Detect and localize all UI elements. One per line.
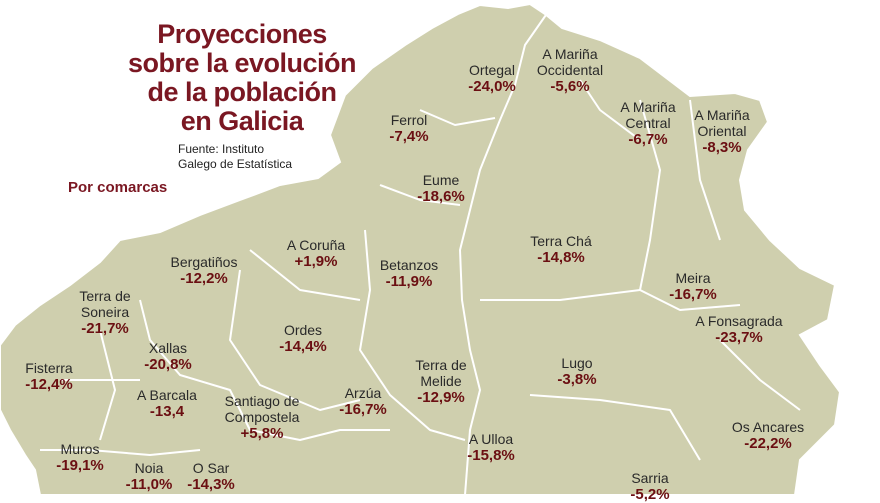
comarca-label: Ortegal -24,0% (468, 62, 516, 95)
comarca-value: -5,6% (550, 78, 590, 95)
comarca-name: Terra de (79, 288, 131, 304)
comarca-label: Sarria -5,2% (630, 470, 669, 503)
comarca-name: Betanzos (379, 257, 439, 273)
comarca-value: -11,9% (385, 273, 433, 290)
comarca-name: Sarria (631, 470, 669, 486)
title-line: sobre la evolución (127, 48, 357, 78)
comarca-label: Arzúa -16,7% (339, 385, 387, 418)
comarca-name: Ordes (283, 322, 323, 338)
comarca-name: Central (625, 115, 671, 131)
comarca-name: Santiago de (224, 393, 300, 409)
comarca-name: Terra Chá (530, 233, 592, 249)
comarca-label: Meira -16,7% (669, 270, 717, 303)
comarca-name: A Mariña (694, 107, 750, 123)
comarca-value: -18,6% (417, 188, 465, 205)
comarca-label: Terra Chá -14,8% (530, 233, 591, 266)
comarca-borders (40, 11, 801, 495)
comarca-name: A Fonsagrada (695, 313, 783, 329)
comarca-value: -21,7% (81, 320, 129, 337)
comarca-value: -20,8% (144, 356, 192, 373)
comarca-value: -16,7% (339, 401, 387, 418)
comarca-value: -6,7% (628, 131, 668, 148)
comarca-label: Muros -19,1% (56, 441, 104, 474)
comarca-label: A Ulloa -15,8% (467, 431, 515, 464)
source-note: Fuente: Instituto Galego de Estatística (178, 142, 292, 172)
comarca-label: A Barcala -13,4 (137, 387, 197, 420)
comarca-value: -8,3% (702, 139, 742, 156)
comarca-label: Ordes -14,4% (279, 322, 327, 355)
comarca-name: A Coruña (286, 237, 346, 253)
comarca-value: -14,4% (279, 338, 327, 355)
comarca-name: Fisterra (25, 360, 73, 376)
comarca-name: A Mariña (620, 99, 676, 115)
comarca-name: O Sar (192, 460, 230, 476)
comarca-label: A Coruña +1,9% (287, 237, 345, 270)
map-title: Proyecciones sobre la evolución de la po… (112, 20, 372, 136)
source-line: Fuente: Instituto (178, 142, 265, 156)
comarca-value: -12,2% (180, 270, 228, 287)
comarca-label: Noia -11,0% (126, 460, 173, 493)
comarca-label: Ferrol -7,4% (389, 112, 428, 145)
title-line: en Galicia (180, 106, 304, 136)
map-subtitle: Por comarcas (68, 179, 168, 196)
comarca-label: Os Ancares -22,2% (732, 419, 804, 452)
comarca-label: Terra de Melide -12,9% (415, 357, 466, 406)
comarca-name: Soneira (80, 304, 130, 320)
comarca-label: Fisterra -12,4% (25, 360, 73, 393)
comarca-label: A Mariña Oriental -8,3% (694, 107, 749, 156)
comarca-value: -22,2% (744, 435, 792, 452)
comarca-name: Bergatiños (170, 254, 238, 270)
comarca-value: -23,7% (715, 329, 763, 346)
comarca-label: A Mariña Occidental -5,6% (537, 46, 603, 95)
comarca-name: Compostela (224, 409, 300, 425)
comarca-value: -14,8% (537, 249, 585, 266)
source-line: Galego de Estatística (178, 157, 293, 171)
comarca-value: -11,0% (125, 476, 173, 493)
comarca-label: Lugo -3,8% (557, 355, 596, 388)
comarca-name: Xallas (148, 340, 188, 356)
comarca-label: Xallas -20,8% (144, 340, 192, 373)
comarca-value: -16,7% (669, 286, 717, 303)
comarca-name: Lugo (561, 355, 593, 371)
comarca-value: -15,8% (467, 447, 515, 464)
comarca-name: Ortegal (469, 62, 515, 78)
comarca-label: A Mariña Central -6,7% (620, 99, 675, 148)
comarca-value: -7,4% (389, 128, 429, 145)
comarca-label: Santiago de Compostela +5,8% (225, 393, 300, 442)
land-mass (0, 2, 842, 495)
comarca-name: Os Ancares (731, 419, 805, 435)
title-line: de la población (147, 77, 337, 107)
comarca-name: A Mariña (542, 46, 598, 62)
comarca-name: Ferrol (390, 112, 428, 128)
comarca-value: -24,0% (468, 78, 516, 95)
comarca-label: Terra de Soneira -21,7% (79, 288, 130, 337)
comarca-name: A Ulloa (468, 431, 514, 447)
comarca-value: -19,1% (56, 457, 104, 474)
comarca-label: O Sar -14,3% (187, 460, 235, 493)
comarca-name: Terra de (415, 357, 467, 373)
comarca-name: Melide (420, 373, 462, 389)
comarca-value: -13,4 (149, 403, 185, 420)
title-line: Proyecciones (157, 19, 327, 49)
comarca-name: Noia (134, 460, 164, 476)
comarca-value: -3,8% (557, 371, 597, 388)
comarca-value: -14,3% (187, 476, 235, 493)
comarca-value: -12,4% (25, 376, 73, 393)
comarca-name: A Barcala (137, 387, 197, 403)
comarca-name: Oriental (697, 123, 747, 139)
comarca-value: -12,9% (417, 389, 465, 406)
comarca-label: Betanzos -11,9% (380, 257, 438, 290)
comarca-label: A Fonsagrada -23,7% (695, 313, 782, 346)
comarca-name: Muros (60, 441, 100, 457)
comarca-name: Meira (675, 270, 711, 286)
comarca-name: Occidental (536, 62, 604, 78)
comarca-value: +1,9% (294, 253, 338, 270)
comarca-name: Eume (422, 172, 460, 188)
comarca-label: Bergatiños -12,2% (171, 254, 238, 287)
comarca-label: Eume -18,6% (417, 172, 465, 205)
comarca-value: +5,8% (240, 425, 284, 442)
comarca-name: Arzúa (344, 385, 382, 401)
